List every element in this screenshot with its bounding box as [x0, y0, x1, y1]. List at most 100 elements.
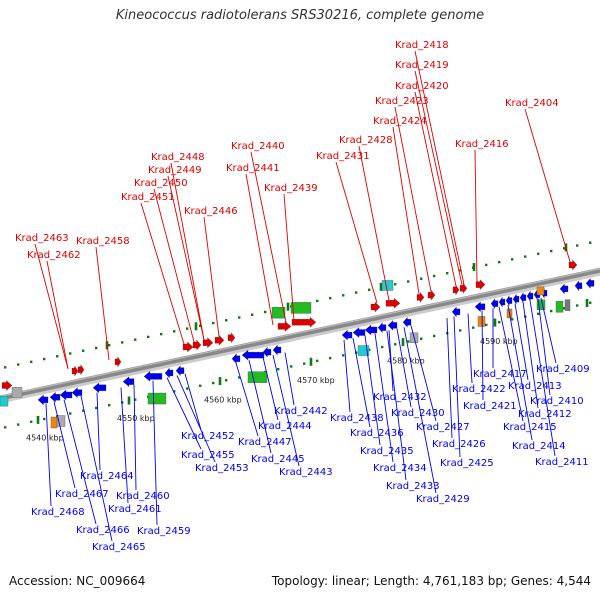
forward-gene-label[interactable]: Krad_2462 [27, 250, 81, 261]
reverse-gene-label[interactable]: Krad_2453 [195, 463, 249, 474]
forward-gene-arrow[interactable] [416, 291, 425, 303]
forward-gene-arrow[interactable] [475, 279, 486, 291]
reverse-gene-label[interactable]: Krad_2426 [432, 439, 486, 450]
forward-gene-label[interactable]: Krad_2439 [264, 183, 318, 194]
reverse-gene-label[interactable]: Krad_2442 [274, 406, 328, 417]
reverse-gene-arrow[interactable] [37, 394, 49, 406]
reverse-gene-label[interactable]: Krad_2467 [55, 489, 109, 500]
reverse-gene-label[interactable]: Krad_2465 [92, 542, 146, 553]
reverse-gene-label[interactable]: Krad_2430 [391, 408, 445, 419]
reverse-gene-arrow[interactable] [505, 295, 513, 307]
forward-gene-arrow[interactable] [277, 321, 292, 332]
reverse-gene-arrow[interactable] [175, 365, 185, 377]
reverse-gene-label[interactable]: Krad_2425 [440, 458, 494, 469]
reverse-gene-label[interactable]: Krad_2443 [279, 467, 333, 478]
rna-gene-box[interactable] [271, 306, 286, 319]
reverse-gene-label[interactable]: Krad_2460 [116, 491, 170, 502]
reverse-gene-label[interactable]: Krad_2429 [416, 494, 470, 505]
forward-gene-arrow[interactable] [202, 337, 214, 349]
reverse-gene-label[interactable]: Krad_2452 [181, 431, 235, 442]
forward-gene-label[interactable]: Krad_2416 [455, 139, 509, 150]
rna-gene-box[interactable] [536, 286, 545, 296]
reverse-gene-label[interactable]: Krad_2447 [238, 437, 292, 448]
forward-gene-label[interactable]: Krad_2451 [121, 192, 175, 203]
forward-gene-label[interactable]: Krad_2458 [76, 236, 130, 247]
reverse-gene-arrow[interactable] [574, 280, 583, 292]
forward-gene-label[interactable]: Krad_2424 [373, 116, 427, 127]
reverse-gene-arrow[interactable] [341, 329, 353, 341]
forward-gene-arrow[interactable] [1, 380, 13, 391]
reverse-gene-arrow[interactable] [474, 301, 486, 313]
reverse-gene-arrow[interactable] [272, 344, 282, 356]
forward-gene-label[interactable]: Krad_2418 [395, 40, 449, 51]
rna-gene-box[interactable] [290, 302, 312, 314]
rna-gene-box[interactable] [147, 392, 167, 405]
reverse-gene-arrow[interactable] [585, 277, 595, 289]
forward-gene-label[interactable]: Krad_2431 [316, 151, 370, 162]
reverse-gene-label[interactable]: Krad_2409 [536, 364, 590, 375]
reverse-gene-label[interactable]: Krad_2468 [31, 507, 85, 518]
reverse-gene-arrow[interactable] [512, 293, 520, 305]
reverse-gene-arrow[interactable] [59, 389, 73, 401]
pseudogene-box[interactable] [564, 299, 571, 311]
rna-gene-box[interactable] [381, 280, 394, 291]
forward-gene-arrow[interactable] [227, 332, 236, 344]
forward-gene-arrow[interactable] [427, 289, 436, 301]
forward-gene-arrow[interactable] [71, 365, 79, 377]
forward-gene-arrow[interactable] [192, 339, 202, 351]
reverse-gene-label[interactable]: Krad_2434 [373, 463, 427, 474]
forward-gene-label[interactable]: Krad_2441 [226, 163, 280, 174]
reverse-gene-label[interactable]: Krad_2445 [251, 454, 305, 465]
reverse-gene-label[interactable]: Krad_2444 [258, 421, 312, 432]
reverse-gene-arrow[interactable] [402, 316, 412, 328]
reverse-gene-arrow[interactable] [377, 322, 387, 334]
rna-gene-box[interactable] [477, 316, 486, 327]
forward-gene-label[interactable]: Krad_2463 [15, 233, 69, 244]
reverse-gene-label[interactable]: Krad_2414 [512, 441, 566, 452]
forward-gene-label[interactable]: Krad_2420 [395, 81, 449, 92]
forward-gene-arrow[interactable] [214, 334, 225, 346]
reverse-gene-label[interactable]: Krad_2438 [330, 413, 384, 424]
reverse-gene-label[interactable]: Krad_2435 [360, 446, 414, 457]
rna-gene-box[interactable] [357, 345, 370, 356]
forward-gene-label[interactable]: Krad_2428 [339, 135, 393, 146]
reverse-gene-label[interactable]: Krad_2432 [373, 392, 427, 403]
reverse-gene-label[interactable]: Krad_2411 [535, 457, 589, 468]
reverse-gene-label[interactable]: Krad_2459 [137, 526, 191, 537]
forward-gene-label[interactable]: Krad_2419 [395, 60, 449, 71]
rna-gene-box[interactable] [50, 416, 58, 429]
reverse-gene-label[interactable]: Krad_2421 [463, 401, 517, 412]
rna-gene-box[interactable] [0, 395, 9, 407]
reverse-gene-label[interactable]: Krad_2422 [452, 384, 506, 395]
reverse-gene-label[interactable]: Krad_2436 [350, 428, 404, 439]
forward-gene-arrow[interactable] [182, 341, 194, 353]
rna-gene-box[interactable] [555, 301, 564, 313]
forward-gene-arrow[interactable] [385, 297, 401, 309]
reverse-gene-arrow[interactable] [526, 290, 534, 302]
reverse-gene-arrow[interactable] [143, 371, 163, 382]
reverse-gene-label[interactable]: Krad_2466 [76, 525, 130, 536]
reverse-gene-arrow[interactable] [387, 320, 398, 331]
forward-gene-arrow[interactable] [77, 364, 85, 376]
reverse-gene-label[interactable]: Krad_2417 [473, 369, 527, 380]
reverse-gene-label[interactable]: Krad_2433 [386, 481, 440, 492]
reverse-gene-arrow[interactable] [519, 292, 527, 304]
forward-gene-label[interactable]: Krad_2450 [134, 178, 188, 189]
forward-gene-arrow[interactable] [114, 356, 122, 368]
reverse-gene-arrow[interactable] [364, 324, 378, 336]
reverse-gene-arrow[interactable] [451, 306, 461, 318]
forward-gene-label[interactable]: Krad_2440 [231, 141, 285, 152]
pseudogene-box[interactable] [56, 415, 66, 427]
reverse-gene-arrow[interactable] [49, 391, 61, 403]
pseudogene-box[interactable] [11, 387, 23, 398]
forward-gene-label[interactable]: Krad_2404 [505, 98, 559, 109]
reverse-gene-arrow[interactable] [352, 327, 366, 338]
reverse-gene-arrow[interactable] [71, 387, 83, 398]
reverse-gene-label[interactable]: Krad_2464 [80, 471, 134, 482]
forward-gene-arrow[interactable] [459, 282, 468, 294]
reverse-gene-label[interactable]: Krad_2427 [416, 422, 470, 433]
forward-gene-label[interactable]: Krad_2448 [151, 152, 205, 163]
reverse-gene-label[interactable]: Krad_2461 [108, 504, 162, 515]
reverse-gene-arrow[interactable] [262, 346, 272, 358]
reverse-gene-arrow[interactable] [122, 376, 135, 387]
